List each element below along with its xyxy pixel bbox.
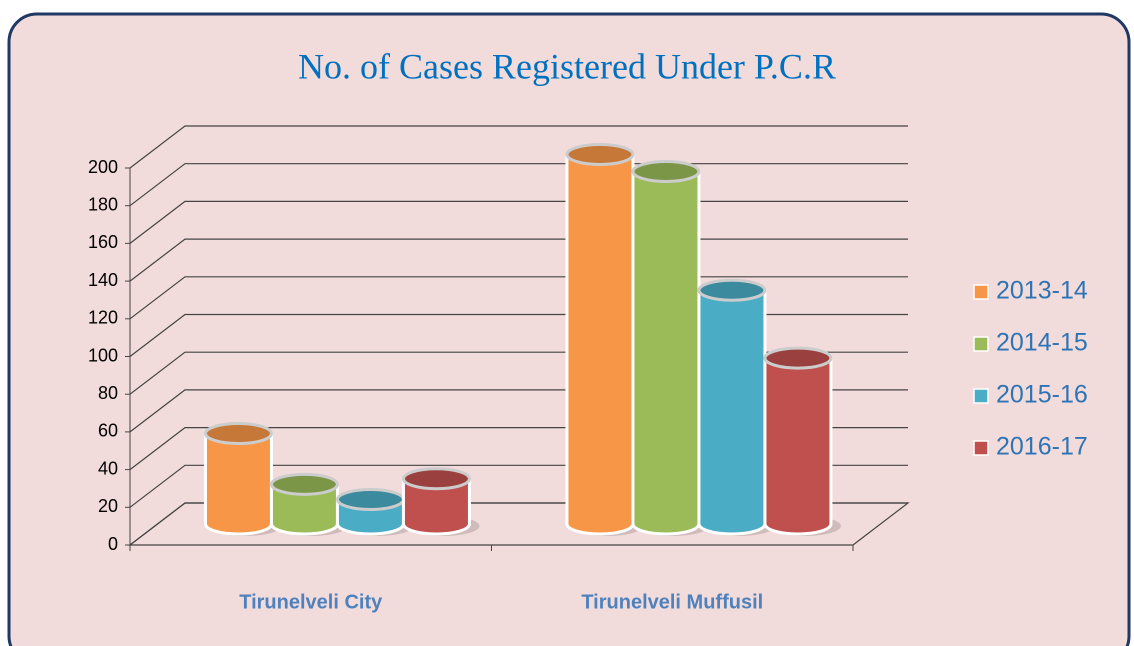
bar-body — [401, 477, 471, 536]
legend-label: 2013-14 — [996, 277, 1088, 305]
bar — [763, 346, 841, 536]
y-tick-label: 140 — [88, 270, 118, 290]
legend-swatch — [973, 336, 989, 352]
legend-swatch — [973, 388, 989, 404]
bar-top — [203, 422, 273, 446]
bar — [631, 160, 709, 536]
bar-body — [203, 432, 273, 536]
legend-label: 2014-15 — [996, 329, 1088, 357]
legend-label: 2015-16 — [996, 381, 1088, 409]
legend-swatch — [973, 284, 989, 300]
y-tick-label: 40 — [98, 458, 118, 478]
y-tick-label: 0 — [108, 534, 118, 554]
bar-body — [631, 170, 701, 536]
bar — [697, 278, 775, 536]
x-tick-label: Tirunelveli Muffusil — [581, 591, 763, 613]
y-tick-label: 120 — [88, 308, 118, 328]
y-tick-label: 100 — [88, 345, 118, 365]
bar-top — [335, 487, 405, 511]
bar-top — [401, 467, 471, 491]
grid-line — [129, 125, 908, 169]
y-tick-label: 200 — [88, 157, 118, 177]
bar-top — [565, 143, 635, 167]
bar-top — [631, 160, 701, 184]
bar-body — [565, 153, 635, 536]
legend-label: 2016-17 — [996, 433, 1088, 461]
bar-body — [697, 288, 767, 536]
y-tick-label: 60 — [98, 421, 118, 441]
y-tick-label: 160 — [88, 232, 118, 252]
bar — [269, 472, 348, 536]
chart-title: No. of Cases Registered Under P.C.R — [298, 46, 836, 86]
bar — [401, 467, 480, 536]
x-tick-label: Tirunelveli City — [239, 591, 383, 613]
y-tick-label: 20 — [98, 496, 118, 516]
bar-body — [763, 356, 833, 536]
bar-top — [697, 278, 767, 302]
y-tick-label: 180 — [88, 194, 118, 214]
bar-top — [763, 346, 833, 370]
bar-top — [269, 472, 339, 496]
y-tick-label: 80 — [98, 383, 118, 403]
legend-swatch — [973, 440, 989, 456]
